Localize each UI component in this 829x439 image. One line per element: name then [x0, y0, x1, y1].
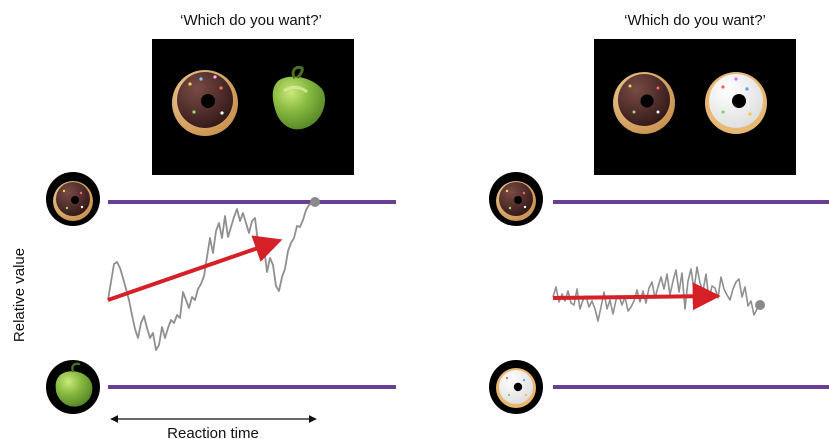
right-question-text: ‘Which do you want?’ — [624, 12, 766, 29]
left-bottom-option-green-pepper-icon — [46, 360, 100, 414]
right-bottom-option-white-donut-icon — [489, 360, 543, 414]
right-drift-arrow — [552, 282, 721, 311]
right-evidence-trace — [552, 266, 761, 322]
left-top-option-donut-icon — [46, 172, 100, 226]
left-evidence-trace — [107, 201, 316, 351]
right-screen-chocolate-donut-icon — [613, 72, 675, 134]
left-decision-endpoint — [310, 197, 320, 207]
left-screen-pepper-icon — [272, 66, 326, 130]
left-drift-arrow — [107, 235, 283, 302]
left-question-text: ‘Which do you want?’ — [180, 12, 322, 29]
right-top-option-donut-icon — [489, 172, 543, 226]
y-axis-label: Relative value — [11, 248, 28, 342]
x-axis-label: Reaction time — [167, 425, 259, 439]
right-decision-endpoint — [755, 300, 765, 310]
right-screen-white-donut-icon — [705, 72, 767, 134]
left-screen-donut-icon — [172, 70, 238, 136]
